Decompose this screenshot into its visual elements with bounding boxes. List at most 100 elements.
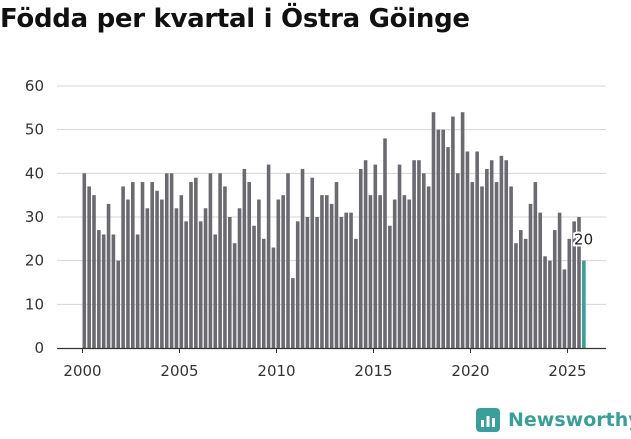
- bar: [572, 221, 576, 348]
- bar: [485, 168, 489, 348]
- bar: [504, 160, 509, 348]
- bar: [140, 182, 145, 348]
- bar: [325, 195, 329, 348]
- x-tick-label: 2025: [548, 362, 586, 380]
- bar: [208, 173, 213, 348]
- bar: [552, 230, 557, 348]
- bar: [383, 138, 387, 348]
- bar: [412, 160, 416, 348]
- newsworthy-logo-icon: [476, 408, 500, 432]
- bar: [475, 151, 479, 348]
- bar: [247, 182, 251, 348]
- bar: [320, 195, 324, 348]
- bar: [460, 112, 465, 348]
- bar: [218, 173, 222, 348]
- bar: [577, 217, 581, 348]
- bar: [237, 208, 242, 348]
- y-tick-label: 60: [25, 77, 44, 95]
- chart-title: Födda per kvartal i Östra Göinge: [0, 4, 470, 34]
- bar: [155, 190, 159, 348]
- bar: [252, 225, 256, 348]
- data-labels: 20: [572, 229, 595, 251]
- bar: [509, 186, 513, 348]
- bar: [582, 260, 586, 348]
- bar: [494, 182, 499, 348]
- y-tick-label: 30: [25, 208, 44, 226]
- bar: [567, 238, 572, 348]
- bar: [470, 182, 475, 348]
- bar: [451, 116, 455, 348]
- bar: [82, 173, 87, 348]
- bar: [261, 238, 266, 348]
- x-axis: 2000 2005 2010 2015 2020 2025: [57, 347, 606, 380]
- newsworthy-logo[interactable]: Newsworthy: [476, 408, 631, 432]
- bar: [480, 186, 484, 348]
- bar: [533, 182, 538, 348]
- bar: [557, 212, 562, 348]
- bar: [106, 203, 111, 348]
- bar: [489, 160, 494, 348]
- y-tick-label: 0: [34, 339, 44, 357]
- bar: [368, 195, 373, 348]
- newsworthy-logo-text: Newsworthy: [508, 409, 631, 431]
- bar: [291, 278, 295, 348]
- bar: [150, 182, 154, 348]
- bar: [111, 234, 116, 348]
- bar: [174, 208, 179, 348]
- bar: [402, 195, 407, 348]
- bar: [562, 269, 567, 348]
- bar: [198, 221, 203, 348]
- x-tick-label: 2000: [63, 362, 101, 380]
- bar: [392, 199, 397, 348]
- bar: [514, 243, 518, 348]
- y-tick-label: 10: [25, 295, 44, 313]
- bar: [441, 129, 445, 348]
- bar: [169, 173, 174, 348]
- bar: [422, 173, 426, 348]
- x-tick-label: 2015: [354, 362, 392, 380]
- y-tick-label: 50: [25, 121, 44, 139]
- bar: [354, 238, 358, 348]
- bar: [310, 177, 315, 348]
- bar: [266, 164, 271, 348]
- bar: [455, 173, 460, 348]
- x-tick-label: 2010: [257, 362, 295, 380]
- bar: [194, 177, 198, 348]
- bar: [131, 182, 135, 348]
- bar: [329, 203, 334, 348]
- bar: [499, 155, 504, 348]
- bar: [92, 195, 96, 348]
- bar: [305, 217, 310, 348]
- bar: [528, 203, 533, 348]
- bar: [436, 129, 441, 348]
- bar: [271, 247, 276, 348]
- bar: [281, 195, 285, 348]
- x-tick-label: 2005: [160, 362, 198, 380]
- bar: [300, 168, 305, 348]
- bar: [543, 256, 547, 348]
- bar: [339, 217, 344, 348]
- y-tick-label: 20: [25, 252, 44, 270]
- bar: [184, 221, 188, 348]
- bar: [87, 186, 91, 348]
- bar: [446, 147, 450, 348]
- y-tick-label: 40: [25, 164, 44, 182]
- bars: [82, 112, 586, 348]
- bar: [223, 186, 227, 348]
- bar: [363, 160, 368, 348]
- bar: [417, 160, 421, 348]
- bar: [407, 199, 412, 348]
- bar: [101, 234, 106, 348]
- bar: [378, 195, 382, 348]
- bar: [538, 212, 542, 348]
- bar: [145, 208, 150, 348]
- bar: [116, 260, 121, 348]
- bar: [465, 151, 470, 348]
- bar: [334, 182, 339, 348]
- bar: [179, 195, 184, 348]
- bar: [295, 221, 300, 348]
- bar: [548, 260, 552, 348]
- bar: [344, 212, 348, 348]
- bar: [286, 173, 290, 348]
- bar: [232, 243, 237, 348]
